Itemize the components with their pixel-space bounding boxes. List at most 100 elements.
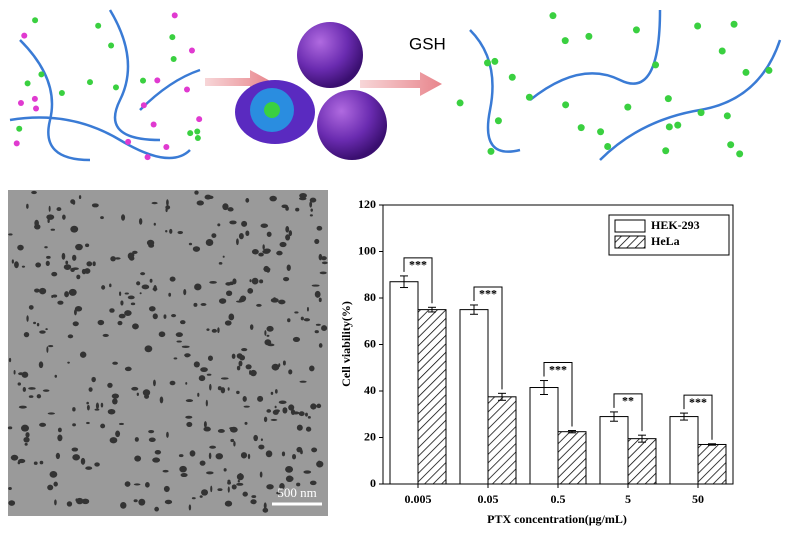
particle [142,389,151,396]
particle [274,405,277,409]
drug-dot [652,61,660,69]
micrograph [8,190,328,516]
particle [154,449,162,455]
legend-label: HEK-293 [651,218,700,232]
particle [307,416,311,419]
particle [138,498,146,506]
drug-dot [154,77,161,84]
particle [97,319,105,326]
drug-dot [577,124,585,132]
particle [107,408,116,415]
particle [107,382,113,388]
particle [217,386,222,391]
particle [34,288,40,293]
drug-dot [58,90,65,97]
particle [247,287,254,294]
particle [57,300,64,305]
particle [194,190,199,195]
particle [88,387,93,392]
particle [192,246,201,252]
particle [236,365,241,371]
particle [229,220,237,225]
particle [179,465,187,473]
particle [184,353,191,358]
particle [17,382,21,386]
particle [72,423,76,427]
particle [316,403,322,409]
particle [45,328,48,331]
particle [45,260,50,266]
particle [115,430,121,438]
particle [20,424,29,432]
drug-dot [112,84,119,91]
particle [227,481,231,485]
drug-dot [24,80,31,87]
polymer-chain [108,9,161,142]
particle [250,499,257,505]
particle [175,332,183,338]
particle [132,323,139,330]
particle [288,404,295,411]
particle [49,470,58,478]
particle [260,438,264,441]
particle [163,314,167,319]
drug-dot [194,128,201,135]
particle [81,268,87,275]
particle [238,232,244,240]
particle [127,252,134,260]
bar [529,387,559,485]
particle [94,462,100,467]
particle [18,458,26,464]
particle [11,259,14,264]
particle [133,483,141,486]
particle [127,295,135,300]
particle [7,426,13,430]
error-bar [540,380,548,395]
drug-dot [456,99,464,107]
particle [209,445,216,449]
drug-dot [170,56,177,63]
particle [236,238,239,246]
particle [245,230,250,237]
particle [320,256,327,261]
particle [217,223,221,227]
particle [279,482,285,490]
particle [321,325,328,332]
particle [249,369,257,377]
particle [309,365,315,372]
particle [46,346,49,353]
particle [206,328,210,331]
particle [243,405,250,408]
drug-dot [140,77,147,84]
drug-dot [624,103,632,111]
particle [86,421,90,425]
particle [67,334,74,339]
particle [152,287,158,291]
particle [300,316,304,321]
particle [62,214,66,220]
particle [121,214,126,221]
particle [270,297,279,303]
drug-dot [163,144,170,151]
drug-dot [718,47,726,55]
particle [283,277,290,282]
particle [68,288,77,296]
bar [389,281,419,485]
significance-label: ** [622,394,634,408]
particle [211,233,217,238]
nanoparticle [317,90,387,160]
particle [164,499,173,505]
particle [186,421,193,427]
particle [185,382,188,385]
particle [153,222,156,226]
particle [220,377,229,380]
particle [169,228,173,234]
drug-dot [665,123,673,131]
particle [188,504,192,511]
significance-bracket [543,362,573,427]
particle [317,460,321,468]
drug-dot [125,138,132,145]
particle [178,454,184,458]
particle [53,481,58,487]
particle [180,473,188,478]
